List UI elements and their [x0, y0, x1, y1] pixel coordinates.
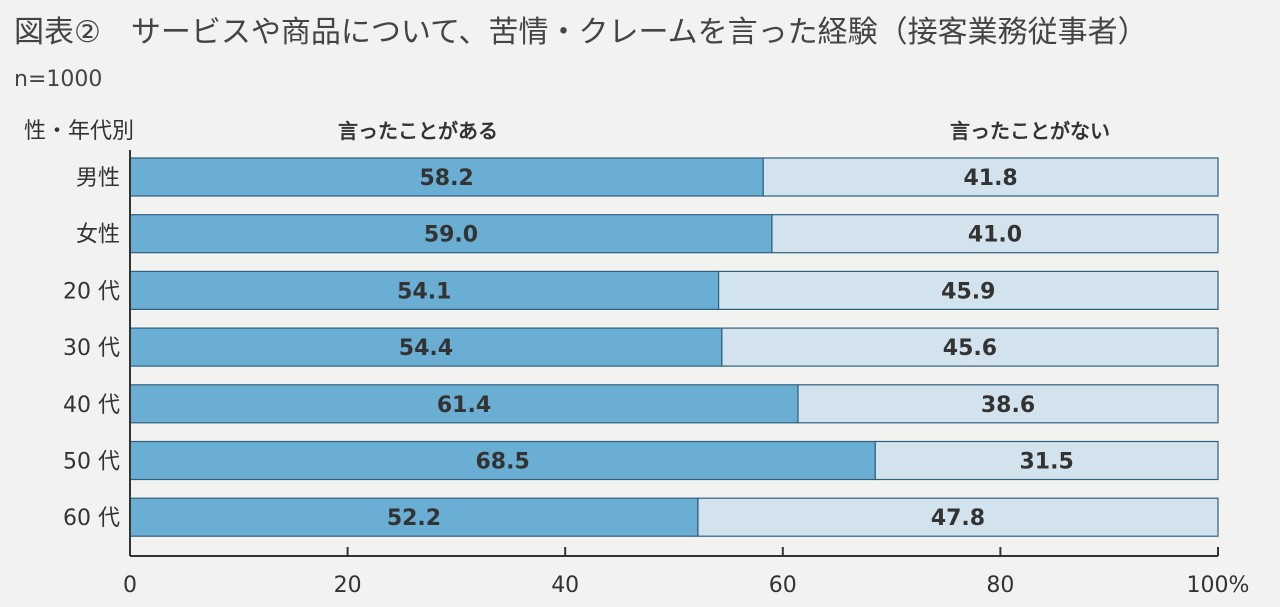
x-tick-label-60: 60	[769, 573, 797, 598]
bar-female-said	[129, 214, 773, 254]
category-label-50s: 50 代	[63, 450, 120, 475]
value-label-20s-not-said: 45.9	[941, 279, 995, 304]
bar-female-not-said	[771, 214, 1219, 254]
chart-title: 図表② サービスや商品について、苦情・クレームを言った経験（接客業務従事者）	[14, 15, 1148, 50]
value-label-40s-not-said: 38.6	[981, 393, 1035, 418]
x-tick-label-100: 100%	[1187, 573, 1250, 598]
category-label-30s: 30 代	[63, 336, 120, 361]
x-tick-label-20: 20	[334, 573, 362, 598]
value-label-30s-said: 54.4	[399, 336, 453, 361]
bar-30s-not-said	[721, 327, 1219, 367]
value-label-female-said: 59.0	[424, 223, 478, 248]
value-label-50s-said: 68.5	[475, 450, 529, 475]
x-tick-label-0: 0	[123, 573, 137, 598]
bars-group: 男性 58.2 41.8 女性 59.0 41.0 20 代 54.1 45.9 30 代 54.4…	[63, 157, 1219, 537]
category-label-20s: 20 代	[63, 279, 120, 304]
sample-size-note: n=1000	[14, 67, 102, 92]
value-label-male-said: 58.2	[419, 166, 473, 191]
bar-male-said	[129, 157, 764, 197]
category-axis-header: 性・年代別	[24, 119, 134, 144]
value-label-male-not-said: 41.8	[963, 166, 1017, 191]
x-tick-label-40: 40	[551, 573, 579, 598]
category-label-female: 女性	[76, 223, 120, 248]
legend-not-said: 言ったことがない	[950, 119, 1110, 143]
value-label-20s-said: 54.1	[397, 279, 451, 304]
bar-40s-not-said	[797, 384, 1219, 424]
bar-20s-said	[129, 270, 720, 310]
x-axis: 0 20 40 60 80 100%	[123, 150, 1249, 598]
bar-60s-said	[129, 497, 699, 537]
value-label-50s-not-said: 31.5	[1019, 450, 1073, 475]
bar-20s-not-said	[718, 270, 1219, 310]
value-label-60s-said: 52.2	[387, 506, 441, 531]
legend-said: 言ったことがある	[338, 119, 498, 143]
bar-60s-not-said	[697, 497, 1219, 537]
value-label-30s-not-said: 45.6	[943, 336, 997, 361]
category-label-60s: 60 代	[63, 506, 120, 531]
value-label-60s-not-said: 47.8	[931, 506, 985, 531]
category-label-male: 男性	[76, 166, 120, 191]
category-label-40s: 40 代	[63, 393, 120, 418]
x-tick-label-80: 80	[986, 573, 1014, 598]
value-label-40s-said: 61.4	[437, 393, 491, 418]
bar-50s-not-said	[874, 440, 1219, 481]
bar-male-not-said	[762, 157, 1219, 197]
value-label-female-not-said: 41.0	[968, 223, 1022, 248]
bar-30s-said	[129, 327, 723, 367]
